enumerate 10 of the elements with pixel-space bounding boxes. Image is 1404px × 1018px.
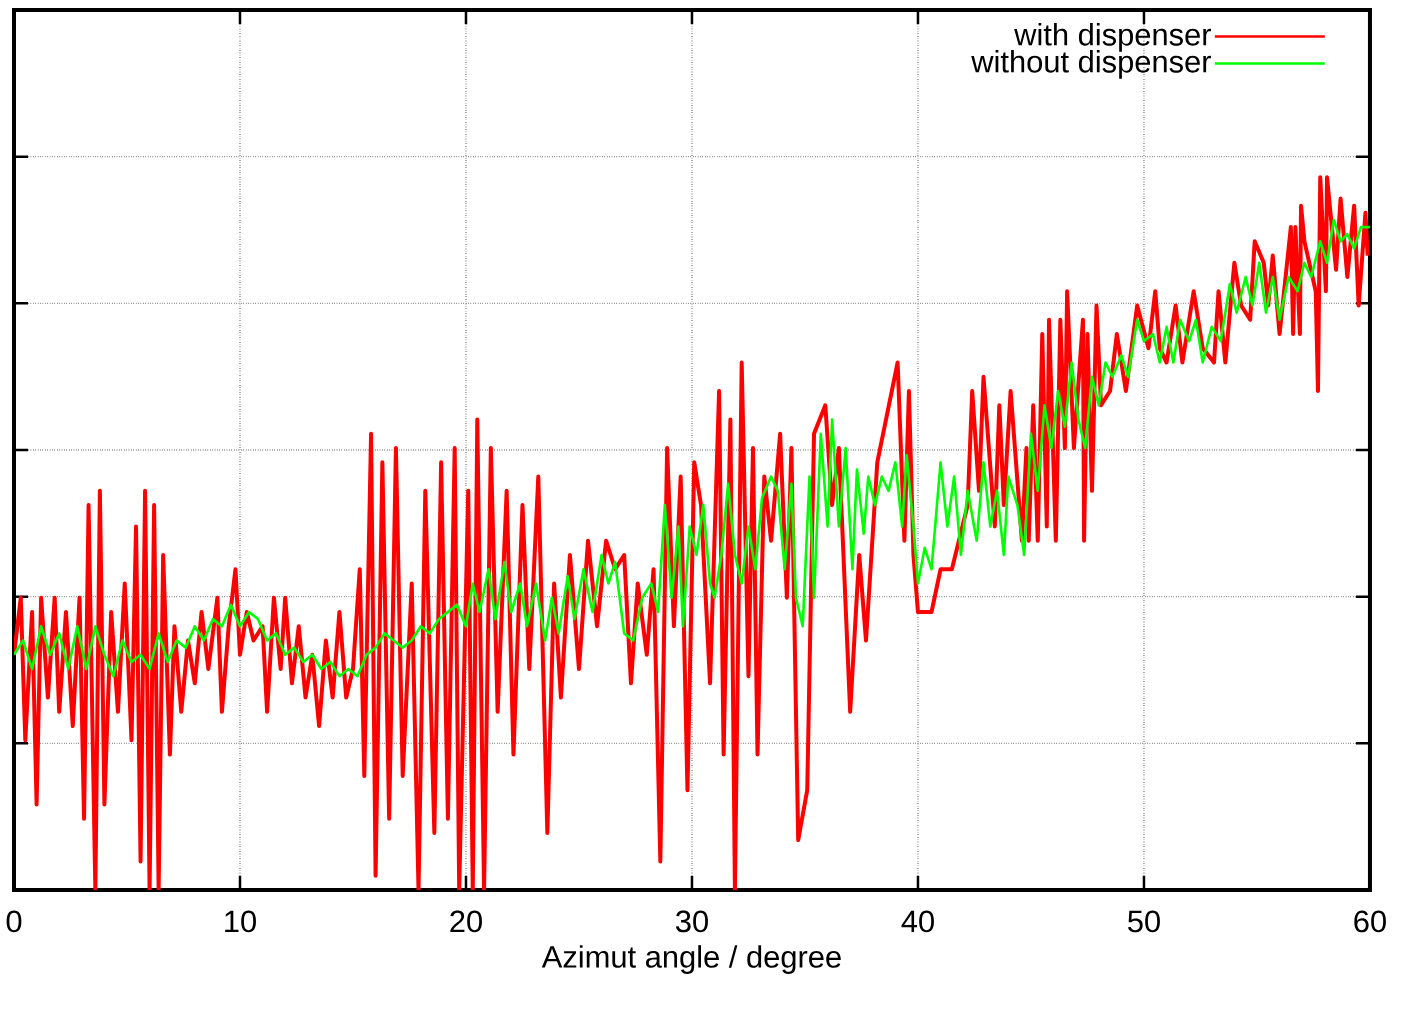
x-tick-label: 50 <box>1128 910 1160 933</box>
legend-label: without dispenser <box>971 49 1212 79</box>
legend-label: with dispenser <box>1014 22 1212 52</box>
x-tick-label: 60 <box>1354 910 1386 933</box>
x-tick-label: 30 <box>675 910 708 933</box>
x-tick-label: 10 <box>225 910 256 933</box>
x-tick-label: 0 <box>6 910 22 933</box>
x-tick-label: 40 <box>901 910 934 933</box>
x-tick-label: 20 <box>450 910 482 933</box>
x-axis-title: Azimut angle / degree <box>541 945 841 974</box>
